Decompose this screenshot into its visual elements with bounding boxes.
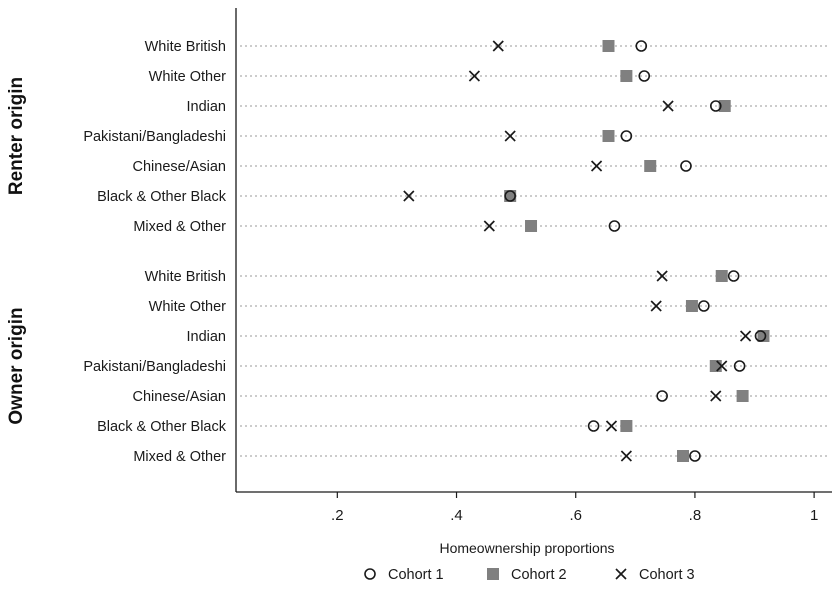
x-tick-label: .4 [450, 507, 463, 524]
category-label: Pakistani/Bangladeshi [83, 359, 226, 375]
category-label: Black & Other Black [97, 419, 227, 435]
group-label: Owner origin [6, 307, 27, 424]
category-label: White Other [149, 69, 227, 85]
cohort-3-marker [590, 160, 603, 172]
x-tick-label: .8 [689, 507, 702, 524]
legend-label: Cohort 2 [511, 567, 567, 583]
x-axis-title: Homeownership proportions [439, 540, 614, 556]
legend-label: Cohort 1 [388, 567, 444, 583]
cohort-3-marker [662, 100, 674, 112]
cohort-3-marker-stroke [650, 300, 662, 312]
x-tick-label: .6 [569, 507, 582, 524]
category-label: Black & Other Black [97, 189, 227, 205]
cohort-1-marker [638, 70, 651, 82]
cohort-2-marker [715, 270, 728, 282]
cohort-3-marker [504, 130, 516, 142]
category-label: Chinese/Asian [133, 159, 227, 175]
legend-circle-icon [364, 568, 376, 580]
cohort-3-marker [710, 390, 722, 402]
cohort-3-marker-stroke [504, 130, 516, 142]
category-label: White Other [149, 299, 227, 315]
cohort-3-marker-stroke [662, 100, 674, 112]
x-tick-label: 1 [810, 507, 818, 524]
category-label: Pakistani/Bangladeshi [83, 129, 226, 145]
category-label: Indian [186, 99, 226, 115]
cohort-3-marker [483, 220, 495, 232]
cohort-3-marker-stroke [710, 390, 722, 402]
legend-square-icon [487, 568, 499, 580]
cohort-3-marker [650, 300, 662, 312]
legend-x-icon [615, 568, 627, 580]
cohort-1-marker [689, 450, 701, 462]
cohort-3-marker-stroke [590, 160, 603, 172]
category-label: Mixed & Other [133, 219, 226, 235]
category-label: White British [145, 269, 226, 285]
cohort-3-marker-stroke [468, 70, 481, 82]
cohort-1-marker [656, 390, 668, 402]
cohort-3-marker [620, 450, 632, 462]
cohort-1-marker [635, 40, 648, 52]
cohort-3-marker [656, 270, 668, 282]
group-label: Renter origin [6, 77, 27, 195]
cohort-2-marker [620, 70, 633, 82]
cohort-2-marker [757, 330, 770, 342]
cohort-3-marker-stroke [716, 360, 728, 372]
cohort-2-marker [620, 420, 633, 432]
data-markers [403, 40, 770, 462]
x-tick-label: .2 [331, 507, 344, 524]
category-label: White British [145, 39, 226, 55]
cohort-3-marker-stroke [620, 450, 632, 462]
cohort-1-marker [754, 330, 767, 342]
cohort-1-marker [504, 190, 516, 202]
legend: Cohort 1 Cohort 2 Cohort 3 [364, 567, 695, 583]
cohort-3-marker [403, 190, 415, 202]
cohort-1-marker [680, 160, 692, 172]
cohort-3-marker-stroke [739, 330, 752, 342]
axes: .2 .4 .6 .8 1 [235, 8, 832, 524]
cohort-2-marker [525, 220, 538, 232]
cohort-1-marker [620, 130, 633, 142]
cohort-2-marker [736, 390, 749, 402]
cohort-3-marker [468, 70, 481, 82]
legend-label: Cohort 3 [639, 567, 695, 583]
cohort-2-marker [602, 40, 615, 52]
cohort-1-marker [698, 300, 710, 312]
cohort-3-marker-stroke [403, 190, 415, 202]
cohort-1-marker [709, 100, 722, 112]
cohort-1-marker [727, 270, 740, 282]
cohort-3-marker [716, 360, 728, 372]
cohort-1-marker [587, 420, 600, 432]
category-labels: White British White Other Indian Pakistani/… [6, 39, 227, 465]
category-label: Indian [186, 329, 226, 345]
cohort-3-marker-stroke [605, 420, 618, 432]
cohort-3-marker [739, 330, 752, 342]
cohort-1-marker [608, 220, 621, 232]
cohort-3-marker-stroke [492, 40, 504, 52]
category-label: Mixed & Other [133, 449, 226, 465]
cohort-3-marker-stroke [656, 270, 668, 282]
category-label: Chinese/Asian [133, 389, 227, 405]
cohort-3-marker-stroke [483, 220, 495, 232]
cohort-2-marker [677, 450, 689, 462]
cohort-3-marker [605, 420, 618, 432]
cohort-2-marker [685, 300, 698, 312]
cohort-2-marker [602, 130, 615, 142]
cohort-2-marker [644, 160, 657, 172]
cohort-3-marker [492, 40, 504, 52]
cohort-1-marker [733, 360, 746, 372]
cohort-2-marker [709, 360, 722, 372]
legend-x-stroke [615, 568, 627, 580]
cohort-2-marker [718, 100, 731, 112]
